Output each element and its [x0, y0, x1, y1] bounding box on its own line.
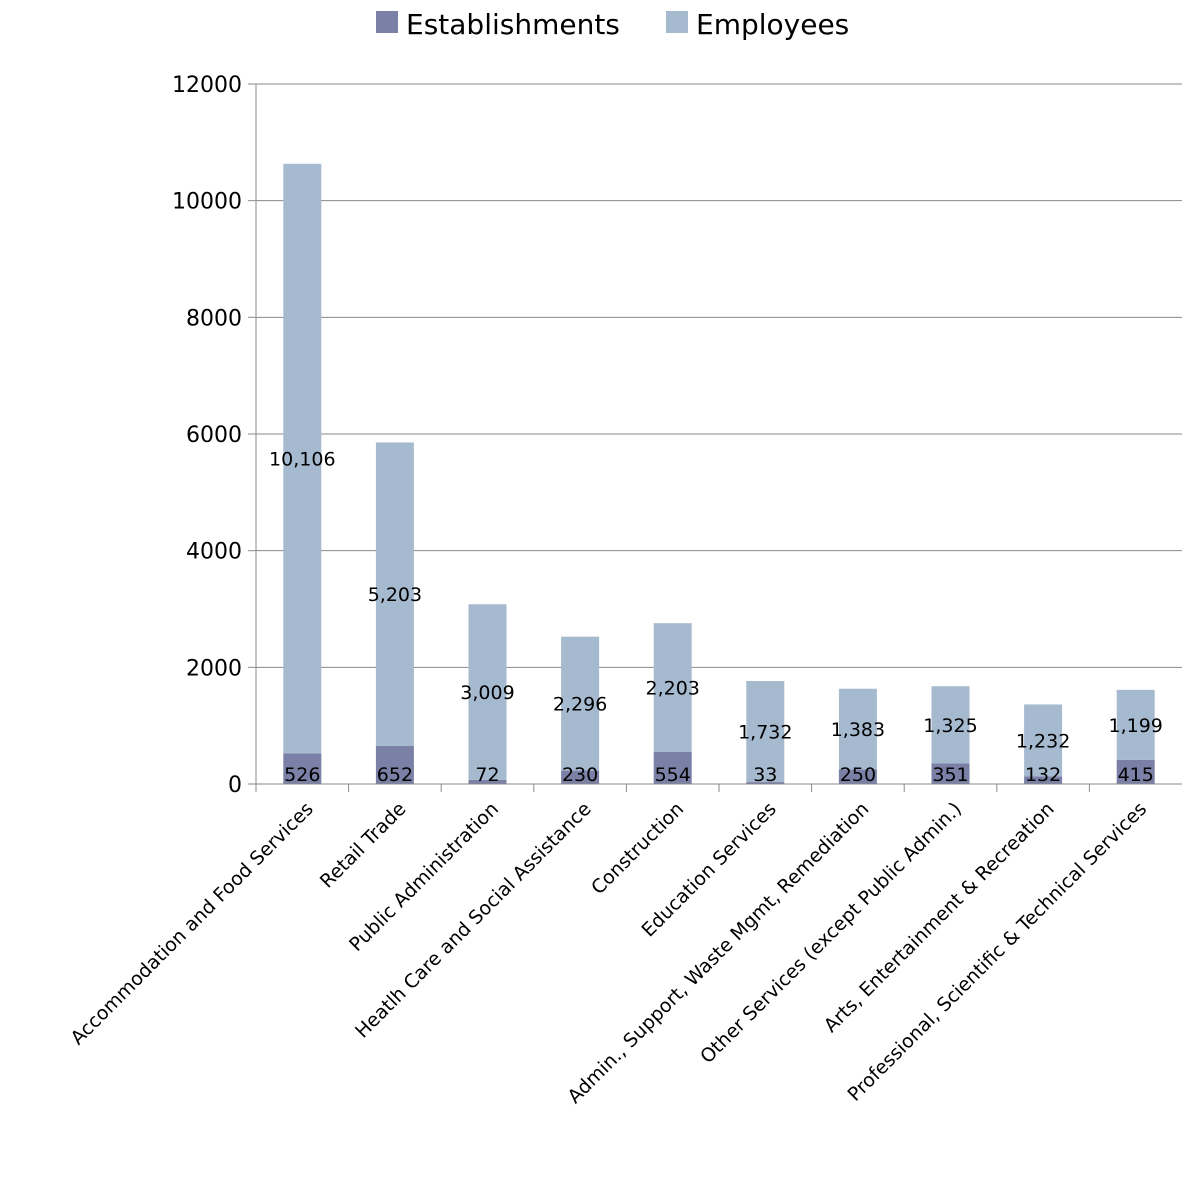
bars: 526 10,106 652 5,203 72 3,009 230 2,296 554 2,203…: [269, 163, 1163, 786]
bar-establishments: [468, 779, 507, 784]
y-axis-ticks: 0 2000 4000 6000 8000 10000 12000: [172, 73, 256, 798]
legend-swatch: [376, 11, 398, 33]
data-label-employees: 3,009: [460, 682, 514, 704]
data-label-establishments: 250: [840, 764, 876, 786]
data-label-employees: 1,325: [923, 715, 977, 737]
bar-employees: [375, 442, 414, 746]
data-label-establishments: 526: [284, 764, 320, 786]
legend: Establishments Employees: [376, 8, 849, 41]
bar-employees: [1116, 689, 1155, 760]
y-tick-label: 6000: [186, 423, 242, 448]
bar-employees: [283, 163, 322, 754]
bar-establishments: [838, 769, 877, 784]
bar-employees: [653, 623, 692, 752]
y-tick-label: 2000: [186, 656, 242, 681]
data-label-employees: 1,732: [738, 722, 792, 744]
data-label-establishments: 132: [1025, 764, 1061, 786]
data-label-establishments: 351: [932, 764, 968, 786]
data-label-employees: 1,383: [831, 719, 885, 741]
bar-establishments: [283, 753, 322, 784]
bar-employees: [746, 681, 785, 783]
x-category-label: Accommodation and Food Services: [66, 798, 317, 1049]
data-label-employees: 2,296: [553, 694, 607, 716]
y-tick-label: 10000: [172, 190, 242, 215]
legend-swatch: [666, 11, 688, 33]
bar-employees: [468, 604, 507, 780]
data-label-establishments: 415: [1118, 764, 1154, 786]
x-category-label: Construction: [587, 798, 688, 899]
bar-establishments: [653, 751, 692, 784]
data-label-employees: 5,203: [368, 584, 422, 606]
y-tick-label: 4000: [186, 540, 242, 565]
x-category-label: Public Administration: [345, 798, 503, 956]
data-label-establishments: 33: [753, 764, 777, 786]
data-label-establishments: 230: [562, 764, 598, 786]
bar-establishments: [1116, 759, 1155, 784]
bar-employees: [838, 688, 877, 770]
bar-employees: [1024, 704, 1063, 777]
data-label-employees: 1,199: [1108, 715, 1162, 737]
bar-establishments: [375, 745, 414, 784]
data-label-employees: 2,203: [645, 677, 699, 699]
bar-establishments: [561, 770, 600, 784]
data-label-establishments: 72: [475, 764, 499, 786]
data-label-establishments: 652: [377, 764, 413, 786]
data-label-establishments: 554: [655, 764, 691, 786]
data-label-employees: 10,106: [269, 449, 335, 471]
bar-establishments: [931, 763, 970, 784]
x-category-label: Retail Trade: [316, 798, 411, 893]
y-tick-label: 12000: [172, 73, 242, 98]
bar-establishments: [1024, 776, 1063, 784]
bar-establishments: [746, 782, 785, 784]
data-label-employees: 1,232: [1016, 730, 1070, 752]
legend-label: Employees: [696, 8, 849, 41]
y-tick-label: 0: [228, 773, 242, 798]
legend-label: Establishments: [406, 8, 620, 41]
bar-employees: [561, 636, 600, 771]
y-tick-label: 8000: [186, 306, 242, 331]
axes: [255, 84, 1182, 792]
bar-employees: [931, 686, 970, 764]
